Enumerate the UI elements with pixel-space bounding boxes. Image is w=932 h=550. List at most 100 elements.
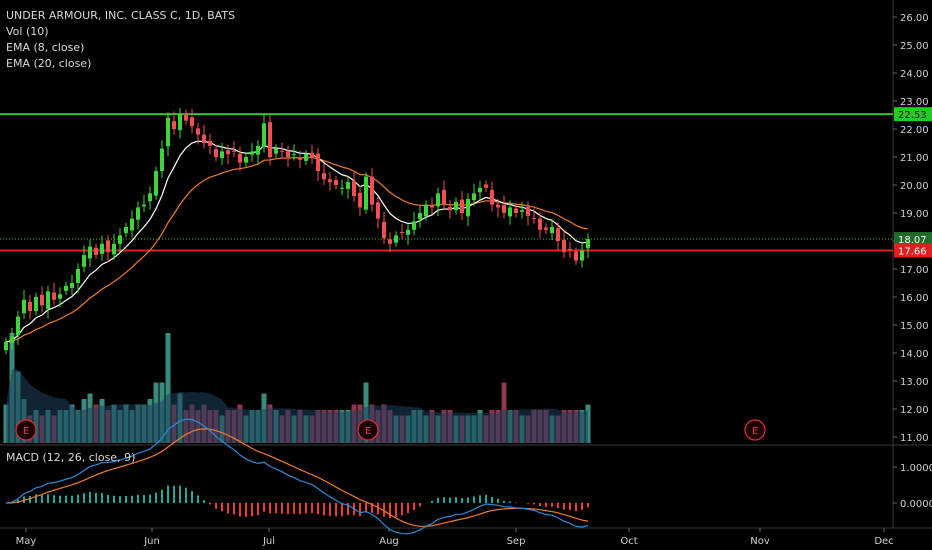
candle-body [400, 232, 404, 234]
price-tick-label: 11.00 [900, 433, 929, 444]
candle-body [460, 199, 464, 213]
candle-body [124, 227, 128, 234]
time-tick-label: May [16, 536, 37, 547]
candle-body [232, 150, 236, 152]
candle-body [406, 229, 410, 235]
candle-body [556, 228, 560, 241]
price-tick-label: 16.00 [900, 293, 929, 304]
legend-symbol[interactable]: UNDER ARMOUR, INC. CLASS C, 1D, BATS [6, 9, 236, 22]
candle-body [334, 179, 338, 185]
candle-body [64, 285, 68, 291]
earnings-marker[interactable]: E [15, 419, 37, 441]
candle-body [136, 207, 140, 220]
support-badge-bg [894, 243, 932, 258]
candle-body [376, 202, 380, 219]
candle-body [544, 227, 548, 230]
candle-body [106, 240, 110, 253]
candle-body [514, 208, 518, 213]
candle-body [382, 221, 386, 239]
candle-body [298, 157, 302, 160]
candle-body [304, 154, 308, 161]
candle-body [580, 250, 584, 261]
candle-body [496, 204, 500, 208]
candle-body [292, 154, 296, 156]
candle-body [550, 227, 554, 234]
candle-body [394, 235, 398, 243]
price-tick-label: 21.00 [900, 153, 929, 164]
candle-body [118, 235, 122, 244]
candle-body [346, 182, 350, 189]
candle-body [148, 193, 152, 202]
macd-legend[interactable]: MACD (12, 26, close, 9) [6, 451, 136, 464]
candle-body [154, 171, 158, 196]
price-tick-label: 13.00 [900, 377, 929, 388]
earnings-marker[interactable]: E [357, 419, 379, 441]
macd-tick-label: 1.0000 [900, 463, 932, 474]
macd-histogram [11, 485, 589, 519]
earnings-label: E [23, 426, 29, 437]
candle-body [430, 205, 434, 208]
candle-body [508, 207, 512, 217]
candle-body [454, 201, 458, 211]
earnings-marker[interactable]: E [744, 419, 766, 441]
candle-body [358, 192, 362, 208]
price-tick-label: 24.00 [900, 69, 929, 80]
candle-body [328, 179, 332, 183]
legend-volume[interactable]: Vol (10) [6, 25, 49, 38]
macd-signal-line [5, 428, 589, 527]
candle-body [478, 187, 482, 193]
candle-body [172, 121, 176, 129]
candle-body [88, 246, 92, 259]
candle-body [202, 134, 206, 143]
candle-body [574, 251, 578, 261]
candle-body [262, 123, 266, 147]
price-tick-label: 17.00 [900, 265, 929, 276]
candle-body [340, 187, 344, 189]
candle-body [280, 150, 284, 152]
candle-body [94, 247, 98, 255]
candle-body [448, 206, 452, 211]
time-tick-label: Oct [620, 536, 637, 547]
candle-body [268, 122, 272, 157]
volume-ma-area [6, 368, 588, 443]
candle-body [532, 218, 536, 220]
candles [4, 108, 590, 355]
candle-body [388, 239, 392, 244]
candle-body [4, 341, 8, 351]
support-badge-text: 17.66 [898, 247, 927, 258]
time-tick-label: Aug [379, 536, 399, 547]
candle-body [52, 292, 56, 300]
legend-ema-slow[interactable]: EMA (20, close) [6, 57, 92, 70]
candle-body [274, 148, 278, 154]
last-price-badge: 18.07 [894, 232, 932, 247]
candle-body [286, 151, 290, 157]
candle-body [364, 176, 368, 210]
earnings-circle [744, 419, 766, 441]
last-price-badge-bg [894, 232, 932, 247]
candle-body [490, 190, 494, 205]
price-tick-label: 26.00 [900, 13, 929, 24]
earnings-circle [15, 419, 37, 441]
candle-body [16, 316, 20, 336]
candle-body [178, 115, 182, 131]
candle-body [250, 151, 254, 155]
candle-body [256, 145, 260, 155]
candle-body [244, 157, 248, 163]
time-tick-label: Nov [750, 536, 770, 547]
price-tick-label: 20.00 [900, 181, 929, 192]
candle-body [142, 204, 146, 207]
candle-body [310, 153, 314, 157]
resistance-badge: 22.53 [894, 107, 932, 122]
candle-body [436, 193, 440, 207]
candle-body [370, 176, 374, 205]
candle-body [226, 150, 230, 155]
candle-body [46, 291, 50, 309]
candle-body [418, 213, 422, 220]
legend-ema-fast[interactable]: EMA (8, close) [6, 41, 85, 54]
candle-body [526, 206, 530, 216]
candle-body [238, 153, 242, 163]
candle-body [100, 243, 104, 254]
candle-body [322, 173, 326, 180]
candle-body [412, 221, 416, 230]
